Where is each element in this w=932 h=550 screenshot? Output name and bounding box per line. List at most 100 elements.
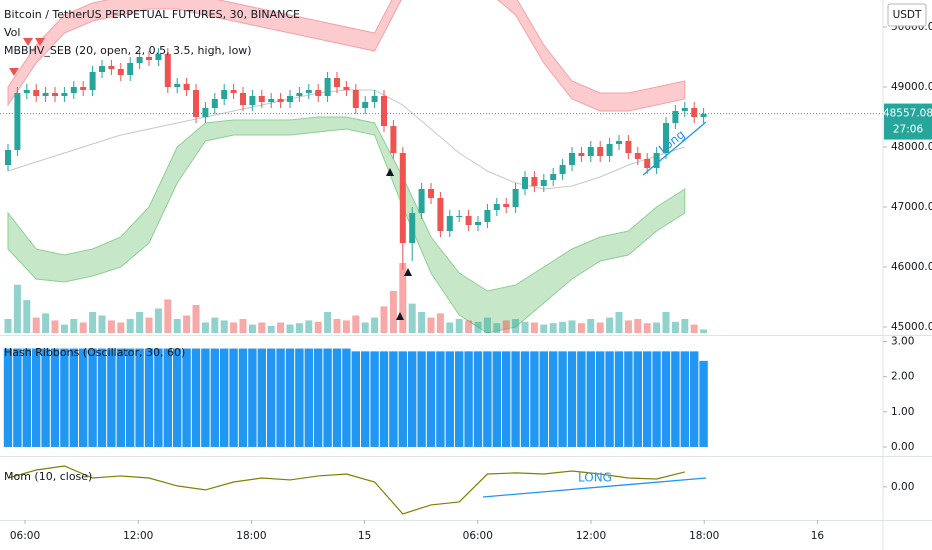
volume-bar [23,300,31,333]
volume-bar [239,319,247,333]
candle-body [456,216,463,217]
currency-box[interactable] [887,3,927,27]
hash-bar [417,351,426,447]
volume-bar [89,312,97,333]
volume-bar [399,263,407,333]
volume-bar [530,322,538,333]
volume-bar [502,320,510,333]
hash-bar [257,348,266,447]
volume-bar [4,319,12,333]
volume-bar [540,324,548,333]
candle-body [80,87,87,90]
price-label-bg [884,103,932,140]
hash-bar [201,348,210,447]
hash-bar [13,348,22,447]
candle-body [371,96,378,102]
volume-bar [136,312,144,333]
volume-bar [211,317,219,333]
hash-bar [436,351,445,447]
volume-bar [700,329,708,333]
candle-body [287,96,293,102]
hash-bar [267,348,276,447]
hash-bar [549,351,558,447]
hash-bar [379,351,389,447]
hash-bar [107,348,116,447]
candle-body [249,96,256,105]
candle-body [268,99,275,102]
candle-body [493,204,500,210]
hash-bar [586,351,595,447]
hash-bar [671,351,680,447]
candle-body [42,93,49,96]
candle-body [127,63,134,75]
hash-bar [79,348,88,447]
candle-body [5,150,11,165]
candle-body [550,174,557,180]
volume-bar [13,284,21,333]
candle-body [136,57,143,63]
volume-bar [371,317,379,333]
volume-bar [51,320,59,333]
volume-bar [267,326,275,333]
hash-bar [248,348,257,447]
hash-bar [32,348,41,447]
candle-body [89,72,96,90]
volume-bar [653,322,661,333]
hash-bar [69,348,78,447]
hash-bar [173,348,182,447]
hash-bar [511,351,520,447]
candle-body [202,108,209,117]
volume-bar [361,322,369,333]
candle-body [211,99,218,108]
signal-marker [404,268,412,276]
candle-body [625,141,632,153]
hash-bar [370,351,379,447]
candle-body [70,87,77,93]
candle-body [305,90,312,93]
volume-bar [559,321,567,333]
candle-body [14,93,21,150]
volume-bar [342,320,350,333]
hash-bar [539,351,548,447]
volume-bar [455,319,463,333]
signal-marker [23,38,33,46]
hash-bar [643,351,652,447]
volume-bar [389,291,397,333]
volume-bar [436,313,444,333]
hash-bar [502,351,511,447]
hash-bar [144,348,154,447]
candle-body [146,57,152,60]
volume-bar [483,317,491,333]
candle-body [221,90,228,99]
volume-bar [145,317,153,333]
symbol-title: Bitcoin / TetherUS PERPETUAL FUTURES, 30… [4,8,300,21]
candle-body [164,54,171,87]
volume-bar [549,323,557,333]
hash-bar [624,351,633,447]
hash-bar [191,348,201,447]
candle-body [258,96,265,102]
volume-bar [577,323,585,333]
candle-body [277,99,284,102]
price-label: 48557.08 [883,108,932,120]
candle-body [155,54,162,60]
x-tick-label: 16 [811,530,825,542]
hash-bar [126,348,135,447]
hash-bar [445,351,454,447]
candle-body [606,144,613,156]
hash-bar [116,348,125,447]
candle-body [52,93,58,96]
candle-body [522,177,528,189]
candle-body [681,108,688,111]
candle-body [418,189,425,213]
candle-body [409,213,416,243]
hash-bar [530,351,539,447]
volume-bar [568,320,576,333]
annotation: LONG [578,471,612,485]
volume-bar [474,321,482,333]
candle-body [691,108,698,117]
candle-body [362,102,369,108]
volume-bar [107,320,115,333]
hash-bar [163,348,172,447]
